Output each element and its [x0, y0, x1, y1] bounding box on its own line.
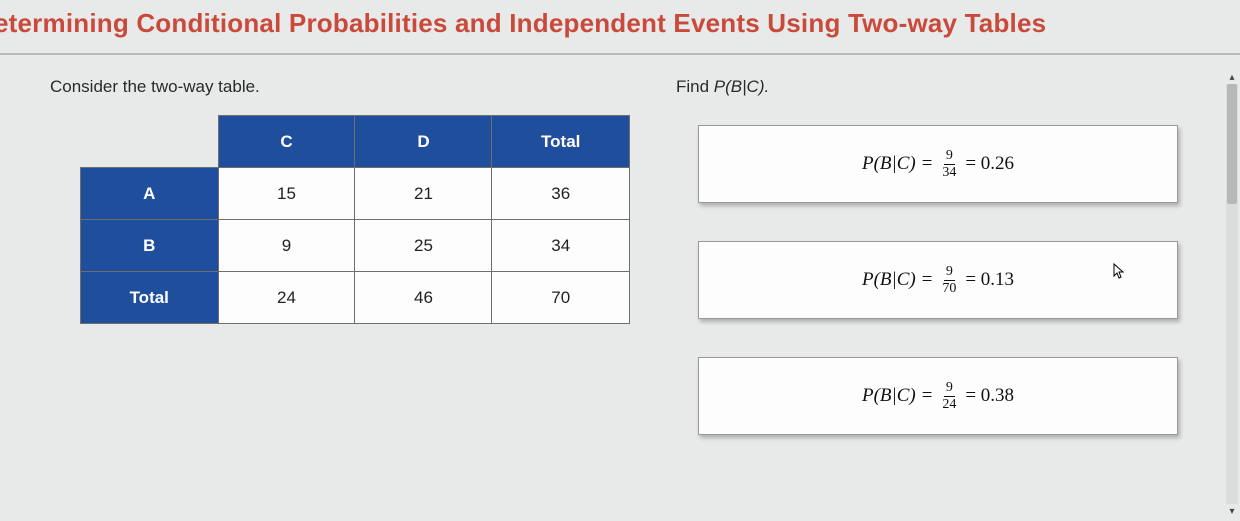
fraction-denominator: 70: [942, 281, 956, 296]
answer-rhs: = 0.13: [965, 269, 1014, 291]
two-way-table: C D Total A 15 21 36 B 9 25 34 Total 24 …: [80, 115, 630, 324]
cell: 24: [218, 272, 355, 324]
fraction-denominator: 24: [942, 397, 956, 412]
row-header-a: A: [81, 168, 219, 220]
right-column: Find P(B|C). P(B|C) = 9 34 = 0.26 P(B|C)…: [670, 77, 1210, 473]
fraction-numerator: 9: [944, 149, 955, 165]
answer-rhs: = 0.26: [965, 153, 1014, 175]
scrollbar-track[interactable]: [1226, 84, 1238, 504]
cell: 36: [492, 168, 630, 220]
table-corner: [81, 116, 219, 168]
left-column: Consider the two-way table. C D Total A …: [50, 77, 630, 473]
cell: 15: [218, 168, 355, 220]
cell: 9: [218, 220, 355, 272]
fraction: 9 24: [942, 381, 956, 412]
row-header-total: Total: [81, 272, 219, 324]
fraction: 9 70: [942, 265, 956, 296]
scrollbar-thumb[interactable]: [1227, 84, 1237, 204]
fraction-numerator: 9: [944, 265, 955, 281]
answer-option-3[interactable]: P(B|C) = 9 24 = 0.38: [698, 357, 1178, 435]
find-expression: P(B|C).: [714, 77, 769, 96]
page-title: etermining Conditional Probabilities and…: [0, 0, 1240, 55]
scroll-up-arrow-icon[interactable]: ▴: [1226, 70, 1238, 84]
answer-expression: P(B|C) = 9 34 = 0.26: [862, 149, 1014, 180]
find-prefix: Find: [676, 77, 714, 96]
find-label: Find P(B|C).: [670, 77, 1210, 97]
answer-expression: P(B|C) = 9 24 = 0.38: [862, 381, 1014, 412]
answer-rhs: = 0.38: [965, 385, 1014, 407]
fraction-numerator: 9: [944, 381, 955, 397]
table-row: A 15 21 36: [81, 168, 630, 220]
answer-lhs: P(B|C) =: [862, 385, 933, 407]
answer-expression: P(B|C) = 9 70 = 0.13: [862, 265, 1014, 296]
answer-option-1[interactable]: P(B|C) = 9 34 = 0.26: [698, 125, 1178, 203]
fraction: 9 34: [942, 149, 956, 180]
scroll-down-arrow-icon[interactable]: ▾: [1226, 504, 1238, 518]
row-header-b: B: [81, 220, 219, 272]
table-row: B 9 25 34: [81, 220, 630, 272]
cell: 70: [492, 272, 630, 324]
fraction-denominator: 34: [942, 165, 956, 180]
col-header-d: D: [355, 116, 492, 168]
instruction-text: Consider the two-way table.: [50, 77, 630, 97]
col-header-c: C: [218, 116, 355, 168]
content-row: Consider the two-way table. C D Total A …: [0, 55, 1240, 473]
table-row: Total 24 46 70: [81, 272, 630, 324]
cell: 25: [355, 220, 492, 272]
cell: 46: [355, 272, 492, 324]
cell: 21: [355, 168, 492, 220]
col-header-total: Total: [492, 116, 630, 168]
answer-option-2[interactable]: P(B|C) = 9 70 = 0.13: [698, 241, 1178, 319]
cell: 34: [492, 220, 630, 272]
answer-lhs: P(B|C) =: [862, 269, 933, 291]
answer-lhs: P(B|C) =: [862, 153, 933, 175]
